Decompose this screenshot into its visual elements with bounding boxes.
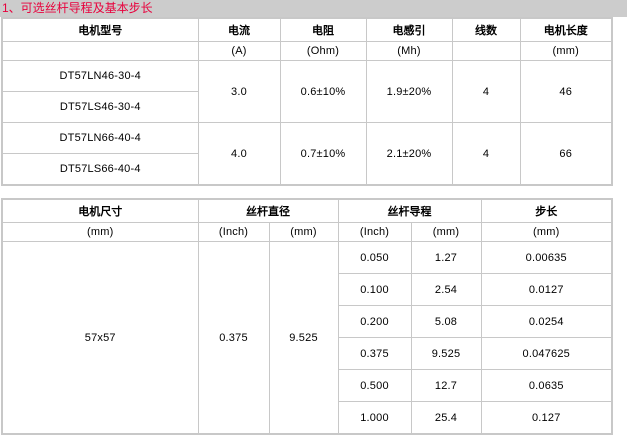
cell-screw-diameter-mm: 9.525 [268, 241, 339, 435]
cell-lead-inch: 0.200 [337, 305, 412, 338]
table-row: 57x57 0.375 9.525 0.050 1.27 0.00635 [1, 241, 613, 435]
cell-inductance: 2.1±20% [365, 122, 453, 186]
unit-lead-inch: (Inch) [337, 222, 412, 242]
cell-lead-inch: 0.100 [337, 273, 412, 306]
table-row: 0.500 12.7 0.0635 [2, 369, 613, 402]
cell-lead-inch: 0.500 [337, 369, 412, 402]
cell-wires: 4 [451, 60, 521, 123]
lead-step-table: 电机尺寸 丝杆直径 丝杆导程 步长 (mm) (Inch) (mm) (Inch… [1, 198, 613, 435]
lead-step-table-container: 电机尺寸 丝杆直径 丝杆导程 步长 (mm) (Inch) (mm) (Inch… [1, 198, 613, 435]
cell-motor-size: 57x57 [1, 241, 199, 435]
table-row: DT57LN46-30-4 3.0 0.6±10% 1.9±20% 4 46 [1, 60, 613, 123]
col-header-model: 电机型号 [1, 17, 199, 42]
unit-diameter-mm: (mm) [268, 222, 339, 242]
cell-lead-mm: 12.7 [410, 369, 482, 402]
unit-wires [451, 41, 521, 61]
unit-diameter-inch: (Inch) [197, 222, 270, 242]
cell-model: DT57LS46-30-4 [1, 91, 199, 123]
page-title: 1、可选丝杆导程及基本步长 [2, 1, 153, 15]
unit-resistance: (Ohm) [279, 41, 367, 61]
col-header-resistance: 电阻 [279, 17, 367, 42]
motor-spec-table: 电机型号 电流 电阻 电感引 线数 电机长度 (A) (Ohm) (Mh) (m… [1, 17, 613, 186]
table-unit-row: (mm) (Inch) (mm) (Inch) (mm) (mm) [1, 222, 613, 242]
unit-motor-size: (mm) [1, 222, 199, 242]
cell-current: 3.0 [197, 60, 281, 123]
table-row: 1.000 25.4 0.127 [2, 401, 613, 435]
cell-model: DT57LN66-40-4 [1, 122, 199, 154]
table-row: 0.375 9.525 0.047625 [2, 337, 613, 370]
cell-lead-inch: 1.000 [337, 401, 412, 435]
cell-step-mm: 0.047625 [480, 337, 613, 370]
table-row: DT57LS66-40-4 [1, 153, 612, 186]
table-row: 0.200 5.08 0.0254 [2, 305, 613, 338]
col-header-motor-size: 电机尺寸 [1, 198, 199, 223]
col-header-wires: 线数 [451, 17, 521, 42]
cell-length: 66 [519, 122, 613, 186]
table-row: DT57LS46-30-4 [1, 91, 612, 123]
cell-lead-mm: 2.54 [410, 273, 482, 306]
cell-model: DT57LN46-30-4 [1, 60, 199, 92]
cell-step-mm: 0.0635 [480, 369, 613, 402]
cell-resistance: 0.7±10% [279, 122, 367, 186]
unit-model [1, 41, 199, 61]
cell-wires: 4 [451, 122, 521, 186]
motor-spec-table-container: 电机型号 电流 电阻 电感引 线数 电机长度 (A) (Ohm) (Mh) (m… [1, 17, 613, 186]
cell-screw-diameter-inch: 0.375 [197, 241, 270, 435]
cell-current: 4.0 [197, 122, 281, 186]
table-unit-row: (A) (Ohm) (Mh) (mm) [1, 41, 613, 61]
table-header-row: 电机型号 电流 电阻 电感引 线数 电机长度 [1, 17, 613, 42]
unit-current: (A) [197, 41, 281, 61]
unit-step-mm: (mm) [480, 222, 613, 242]
cell-lead-mm: 1.27 [410, 241, 482, 274]
col-header-screw-diameter: 丝杆直径 [197, 198, 339, 223]
section-title-bar: 1、可选丝杆导程及基本步长 [0, 0, 627, 17]
cell-model: DT57LS66-40-4 [1, 153, 199, 186]
unit-lead-mm: (mm) [410, 222, 482, 242]
col-header-length: 电机长度 [519, 17, 613, 42]
cell-step-mm: 0.0254 [480, 305, 613, 338]
unit-length: (mm) [519, 41, 613, 61]
table-row: DT57LN66-40-4 4.0 0.7±10% 2.1±20% 4 66 [1, 122, 613, 186]
cell-lead-mm: 5.08 [410, 305, 482, 338]
cell-step-mm: 0.00635 [480, 241, 613, 274]
cell-lead-mm: 9.525 [410, 337, 482, 370]
cell-step-mm: 0.0127 [480, 273, 613, 306]
cell-inductance: 1.9±20% [365, 60, 453, 123]
cell-lead-inch: 0.050 [337, 241, 412, 274]
cell-lead-inch: 0.375 [337, 337, 412, 370]
col-header-screw-lead: 丝杆导程 [337, 198, 482, 223]
col-header-current: 电流 [197, 17, 281, 42]
unit-inductance: (Mh) [365, 41, 453, 61]
col-header-step-length: 步长 [480, 198, 613, 223]
cell-lead-mm: 25.4 [410, 401, 482, 435]
table-row: 0.100 2.54 0.0127 [2, 273, 613, 306]
col-header-inductance: 电感引 [365, 17, 453, 42]
cell-step-mm: 0.127 [480, 401, 613, 435]
table-header-row: 电机尺寸 丝杆直径 丝杆导程 步长 [1, 198, 613, 223]
cell-length: 46 [519, 60, 613, 123]
cell-resistance: 0.6±10% [279, 60, 367, 123]
